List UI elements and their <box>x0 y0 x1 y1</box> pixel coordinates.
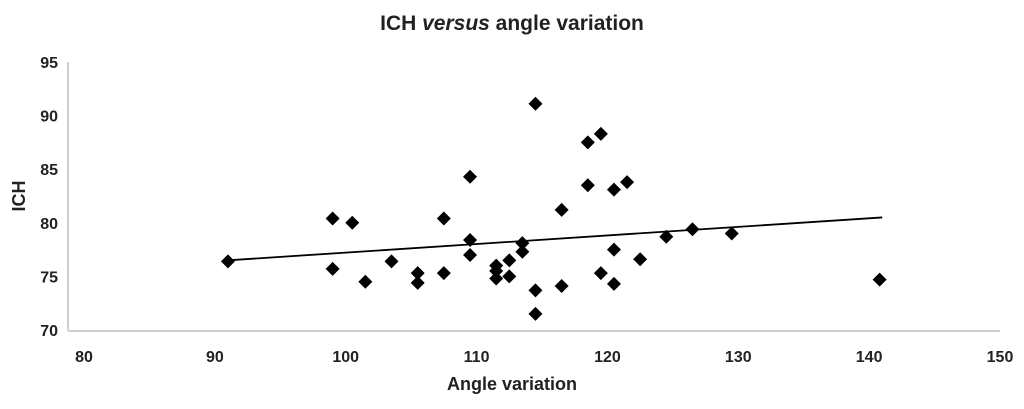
data-point <box>436 211 451 226</box>
data-point <box>325 261 340 276</box>
data-point <box>633 252 648 267</box>
data-point <box>593 126 608 141</box>
data-point <box>410 266 425 281</box>
data-point <box>606 276 621 291</box>
data-point <box>489 264 504 279</box>
x-tick-label: 90 <box>206 349 224 366</box>
x-tick-label: 130 <box>725 349 752 366</box>
x-tick-label: 100 <box>332 349 359 366</box>
y-tick-label: 90 <box>40 109 58 126</box>
data-point <box>580 135 595 150</box>
data-point <box>436 266 451 281</box>
y-tick-label: 75 <box>40 269 58 286</box>
x-tick-label: 150 <box>987 349 1014 366</box>
data-point <box>220 254 235 269</box>
data-point <box>620 175 635 190</box>
data-point <box>410 275 425 290</box>
data-point <box>502 269 517 284</box>
data-point <box>528 306 543 321</box>
chart-title: ICH versus angle variation <box>380 12 644 35</box>
data-point <box>724 226 739 241</box>
data-point <box>659 229 674 244</box>
y-axis-label: ICH <box>9 181 29 212</box>
data-point <box>463 232 478 247</box>
data-point <box>593 266 608 281</box>
data-point <box>606 182 621 197</box>
data-point <box>528 96 543 111</box>
x-tick-label: 110 <box>464 349 490 366</box>
y-tick-label: 95 <box>40 55 58 72</box>
x-tick-label: 80 <box>75 349 93 366</box>
chart-title-rest: angle variation <box>490 12 644 35</box>
trendline <box>227 216 883 262</box>
x-axis-label: Angle variation <box>447 374 577 394</box>
data-point <box>872 272 887 287</box>
data-point <box>515 236 530 251</box>
data-point <box>502 253 517 268</box>
data-point <box>463 169 478 184</box>
chart-title-main: ICH <box>380 12 422 35</box>
data-point <box>580 178 595 193</box>
y-tick-labels: 70 75 80 85 90 95 <box>40 55 58 340</box>
data-point <box>345 215 360 230</box>
data-point <box>528 283 543 298</box>
data-point <box>325 211 340 226</box>
data-point <box>554 279 569 294</box>
y-tick-label: 70 <box>40 323 58 340</box>
data-point <box>685 222 700 237</box>
y-tick-label: 80 <box>40 216 58 233</box>
data-point <box>384 254 399 269</box>
chart-title-italic: versus <box>422 12 490 35</box>
data-point <box>515 244 530 259</box>
data-point <box>463 247 478 262</box>
y-tick-label: 85 <box>40 162 58 179</box>
data-point <box>358 274 373 289</box>
x-tick-labels: 80 90 100 110 120 130 140 150 <box>75 349 1013 366</box>
x-tick-label: 140 <box>856 349 883 366</box>
data-point <box>554 202 569 217</box>
data-points <box>220 96 887 321</box>
x-tick-label: 120 <box>594 349 621 366</box>
data-point <box>606 242 621 257</box>
data-point <box>489 271 504 286</box>
